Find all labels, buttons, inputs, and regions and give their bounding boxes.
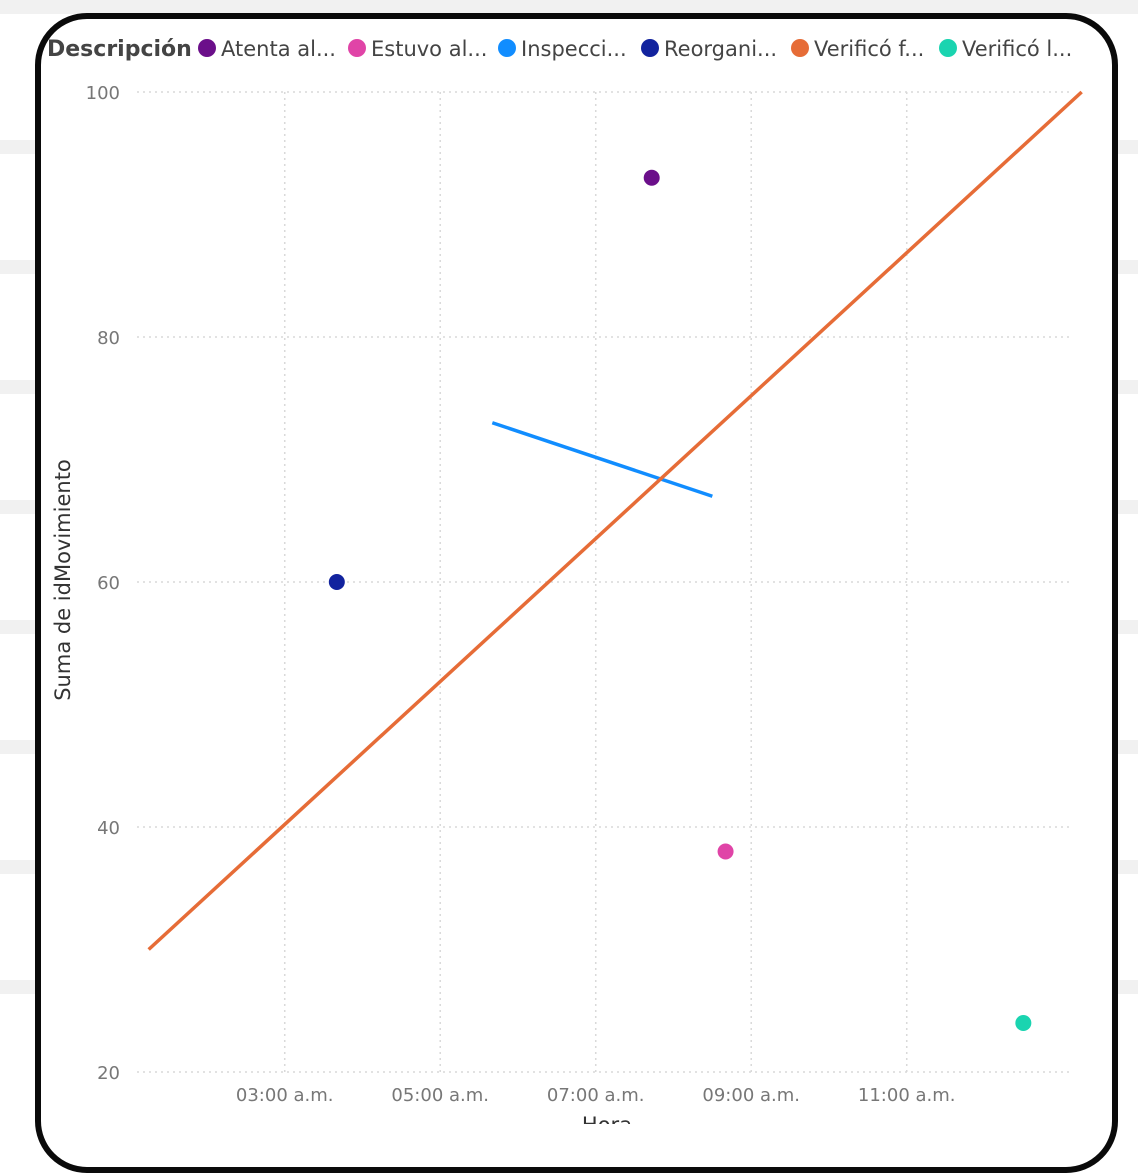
x-tick-label: 11:00 a.m. [858, 1085, 956, 1106]
legend-title: Descripción [47, 37, 192, 62]
series-line-2 [491, 421, 713, 498]
legend-item-label: Verificó l... [962, 37, 1072, 61]
data-point [1015, 1015, 1032, 1031]
legend-item-label: Verificó f... [814, 37, 924, 61]
series-line-4 [147, 90, 1083, 951]
legend-marker [498, 39, 516, 57]
chart-card [35, 13, 1118, 1173]
x-tick-label: 05:00 a.m. [391, 1085, 489, 1106]
x-tick-label: 09:00 a.m. [702, 1085, 800, 1106]
legend-marker [348, 39, 366, 57]
legend-marker [939, 39, 957, 57]
y-axis-ticks: 20 40 60 80 100 [86, 83, 120, 1084]
legend-item-label: Reorgani... [664, 37, 777, 61]
y-tick-label: 100 [86, 83, 120, 104]
grid-lines [137, 91, 1070, 1073]
data-point [643, 169, 660, 186]
legend-item-label: Atenta al... [221, 37, 336, 61]
legend: Descripción Atenta al... Estuvo al... Insp… [47, 37, 1072, 62]
legend-marker [641, 39, 659, 57]
data-point [328, 574, 345, 590]
x-tick-label: 03:00 a.m. [236, 1085, 334, 1106]
y-axis-title: Suma de idMovimiento [51, 459, 75, 701]
data-point [717, 843, 734, 860]
x-axis-ticks: 03:00 a.m. 05:00 a.m. 07:00 a.m. 09:00 a.m.… [236, 1085, 956, 1106]
legend-item-label: Estuvo al... [371, 37, 487, 61]
series-layer [147, 90, 1083, 1031]
x-tick-label: 07:00 a.m. [547, 1085, 645, 1106]
x-axis-title: Hora [582, 1113, 632, 1124]
y-tick-label: 60 [97, 573, 120, 594]
y-tick-label: 80 [97, 328, 120, 349]
y-tick-label: 40 [97, 818, 120, 839]
legend-marker [791, 39, 809, 57]
scatter-chart: Descripción Atenta al... Estuvo al... Insp… [47, 37, 1083, 1124]
y-tick-label: 20 [97, 1063, 120, 1084]
legend-marker [198, 39, 216, 57]
legend-item-label: Inspecci... [521, 37, 627, 61]
